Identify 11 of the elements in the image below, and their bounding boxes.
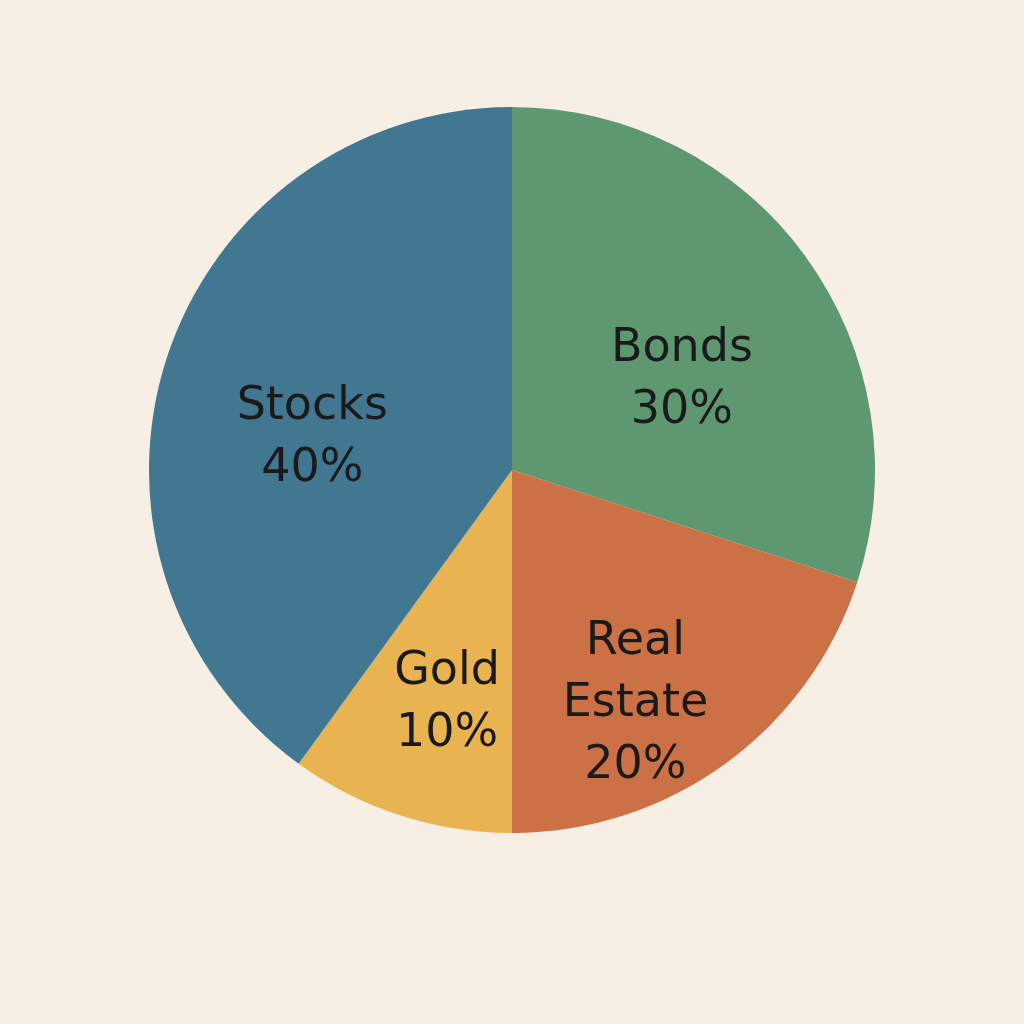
- data-label: 30%: [630, 379, 734, 434]
- data-label: 10%: [395, 702, 499, 757]
- slice-label: Bonds: [610, 317, 753, 372]
- pie-slice: [512, 107, 875, 583]
- pie-slice: [149, 107, 512, 764]
- slice-label: Gold: [394, 640, 500, 695]
- slice-label: Stocks: [236, 376, 388, 431]
- data-label: 20%: [584, 734, 687, 789]
- data-label: 40%: [261, 438, 364, 493]
- pie-slice: [512, 470, 858, 833]
- slice-label: Real Estate: [562, 610, 709, 727]
